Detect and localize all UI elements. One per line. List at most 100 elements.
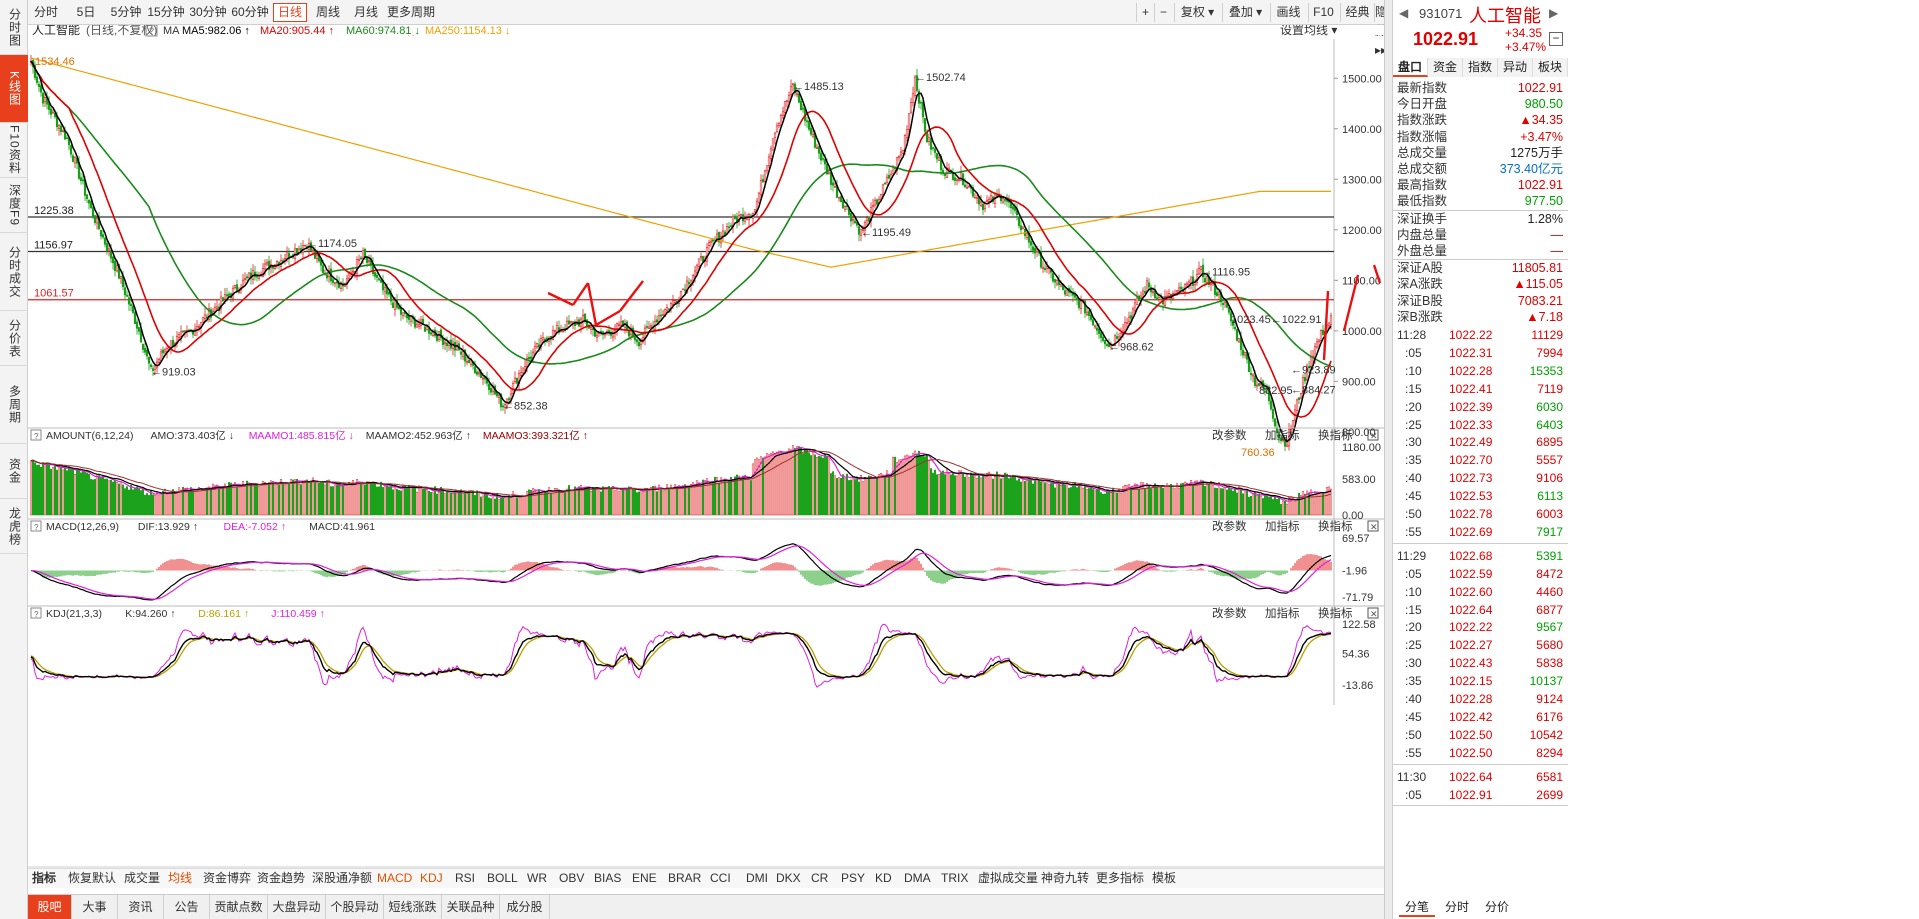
add-indicator-button[interactable]: 加指标 bbox=[1265, 519, 1300, 533]
help-icon[interactable] bbox=[30, 429, 42, 441]
period-8[interactable]: 月线 bbox=[353, 5, 378, 19]
left-tab-4[interactable]: 分时成交 bbox=[0, 233, 28, 311]
change-param-button[interactable]: 改参数 bbox=[1212, 606, 1247, 620]
swap-indicator-button[interactable]: 换指标 bbox=[1318, 428, 1353, 442]
swap-indicator-button[interactable]: 换指标 bbox=[1318, 606, 1353, 620]
toolbar-btn-0[interactable]: + bbox=[1136, 3, 1154, 22]
kline-chart-area[interactable]: 人工智能 (日线,不复权)? MA MA5:982.06 ↑ MA20:905.44 ↑… bbox=[28, 25, 1384, 868]
period-6[interactable]: 日线 bbox=[273, 3, 307, 22]
toolbar-btn-4[interactable]: 画线 bbox=[1270, 3, 1306, 22]
indicator-20[interactable]: PSY bbox=[841, 871, 866, 885]
toolbar-btn-1[interactable]: − bbox=[1154, 3, 1172, 22]
indicator-4[interactable]: 资金博弈 bbox=[203, 871, 252, 885]
quote-tab-4[interactable]: 板块 bbox=[1533, 58, 1568, 77]
change-param-button[interactable]: 改参数 bbox=[1212, 428, 1247, 442]
indicator-22[interactable]: DMA bbox=[904, 871, 931, 885]
toolbar-btn-6[interactable]: 经典 bbox=[1340, 3, 1374, 22]
indicator-10[interactable]: BOLL bbox=[487, 871, 518, 885]
indicator-2[interactable]: 成交量 bbox=[124, 871, 161, 885]
help-icon[interactable] bbox=[30, 520, 42, 532]
left-tab-8[interactable]: 龙虎榜 bbox=[0, 499, 28, 554]
indicator-13[interactable]: BIAS bbox=[594, 871, 622, 885]
bottom-tab-7[interactable]: 短线涨跌 bbox=[384, 895, 442, 919]
indicator-26[interactable]: 更多指标 bbox=[1096, 871, 1145, 885]
set-ma-button[interactable]: 设置均线 ▾ bbox=[1280, 25, 1337, 37]
indicator-19[interactable]: CR bbox=[811, 871, 829, 885]
toolbar-btn-3[interactable]: 叠加 ▾ bbox=[1222, 3, 1268, 22]
bottom-tab-6[interactable]: 个股异动 bbox=[326, 895, 384, 919]
toolbar-btn-5[interactable]: F10 bbox=[1308, 3, 1338, 22]
period-9[interactable]: 更多周期 ▾● bbox=[386, 3, 436, 38]
help-icon[interactable] bbox=[30, 607, 42, 619]
candles[interactable] bbox=[29, 54, 1333, 452]
next-arrow-icon[interactable]: ▶ bbox=[1549, 6, 1559, 20]
indicator-25[interactable]: 神奇九转 bbox=[1041, 871, 1090, 885]
indicator-9[interactable]: RSI bbox=[455, 871, 476, 885]
indicator-0[interactable]: 指标 bbox=[32, 871, 57, 885]
close-icon[interactable] bbox=[1367, 520, 1379, 532]
tick-volume: 5680 bbox=[1536, 638, 1563, 653]
left-tab-5[interactable]: 分价表 bbox=[0, 311, 28, 366]
close-icon[interactable] bbox=[1367, 607, 1379, 619]
collapse-icon[interactable]: − bbox=[1549, 32, 1563, 46]
left-tab-3[interactable]: 深度F9 bbox=[0, 178, 28, 233]
indicator-12[interactable]: OBV bbox=[559, 871, 585, 885]
panel-splitter[interactable] bbox=[1384, 0, 1392, 919]
close-icon[interactable] bbox=[1367, 429, 1379, 441]
indicator-11[interactable]: WR bbox=[527, 871, 547, 885]
indicator-24[interactable]: 虚拟成交量 bbox=[978, 871, 1039, 885]
indicator-18[interactable]: DKX bbox=[776, 871, 801, 885]
period-5[interactable]: 60分钟 bbox=[231, 5, 269, 19]
left-tab-6[interactable]: 多周期 bbox=[0, 366, 28, 444]
indicator-27[interactable]: 模板 bbox=[1152, 871, 1177, 885]
indicator-5[interactable]: 资金趋势 bbox=[257, 871, 306, 885]
toolbar-btn-2[interactable]: 复权 ▾ bbox=[1174, 3, 1220, 22]
drawn-arrows[interactable] bbox=[547, 264, 1382, 361]
quote-tab-0[interactable]: 盘口 bbox=[1393, 58, 1428, 77]
indicator-6[interactable]: 深股通净额 bbox=[312, 871, 373, 885]
quote-tab-3[interactable]: 异动 bbox=[1498, 58, 1533, 77]
quote-tab-2[interactable]: 指数 bbox=[1463, 58, 1498, 77]
change-param-button[interactable]: 改参数 bbox=[1212, 519, 1247, 533]
indicator-8[interactable]: KDJ bbox=[420, 871, 443, 885]
tick-tab-2[interactable]: 分价 bbox=[1484, 900, 1509, 914]
tick-tab-0[interactable]: 分笔 bbox=[1399, 897, 1435, 917]
indicator-7[interactable]: MACD bbox=[377, 871, 413, 885]
quote-tab-1[interactable]: 资金 bbox=[1428, 58, 1463, 77]
indicator-16[interactable]: CCI bbox=[710, 871, 731, 885]
bottom-tab-5[interactable]: 大盘异动 bbox=[268, 895, 326, 919]
period-1[interactable]: 5日 bbox=[76, 5, 96, 19]
indicator-14[interactable]: ENE bbox=[632, 871, 657, 885]
bottom-tab-1[interactable]: 大事 bbox=[72, 895, 118, 919]
add-indicator-button[interactable]: 加指标 bbox=[1265, 606, 1300, 620]
period-0[interactable]: 分时 bbox=[33, 5, 58, 19]
left-tab-0[interactable]: 分时图 bbox=[0, 0, 28, 55]
indicator-17[interactable]: DMI bbox=[746, 871, 768, 885]
bottom-tab-9[interactable]: 成分股 bbox=[500, 895, 550, 919]
swap-indicator-button[interactable]: 换指标 bbox=[1318, 519, 1353, 533]
bottom-tab-8[interactable]: 关联品种 bbox=[442, 895, 500, 919]
period-3[interactable]: 15分钟 bbox=[147, 5, 185, 19]
left-tab-7[interactable]: 资金 bbox=[0, 444, 28, 499]
period-7[interactable]: 周线 bbox=[315, 5, 340, 19]
indicator-23[interactable]: TRIX bbox=[941, 871, 969, 885]
left-tab-2[interactable]: F10资料 bbox=[0, 123, 28, 178]
tick-tab-1[interactable]: 分时 bbox=[1444, 900, 1469, 914]
bottom-tab-3[interactable]: 公告 bbox=[164, 895, 210, 919]
help-icon[interactable] bbox=[145, 25, 158, 37]
bottom-tab-0[interactable]: 股吧 bbox=[28, 895, 72, 919]
add-indicator-button[interactable]: 加指标 bbox=[1265, 428, 1300, 442]
indicator-3[interactable]: 均线 bbox=[168, 871, 193, 885]
indicator-15[interactable]: BRAR bbox=[668, 871, 702, 885]
period-2[interactable]: 5分钟 bbox=[110, 5, 142, 19]
bottom-tab-4[interactable]: 贡献点数 bbox=[210, 895, 268, 919]
left-tab-1[interactable]: K线图 bbox=[0, 55, 28, 123]
macd-bars[interactable] bbox=[31, 553, 1332, 586]
amount-bars[interactable] bbox=[29, 445, 1333, 516]
bottom-tab-2[interactable]: 资讯 bbox=[118, 895, 164, 919]
indicator-1[interactable]: 恢复默认 bbox=[68, 871, 117, 885]
indicator-21[interactable]: KD bbox=[875, 871, 892, 885]
period-4[interactable]: 30分钟 bbox=[189, 5, 227, 19]
toolbar-btn-7[interactable]: 隐藏 ▸▸ bbox=[1374, 3, 1388, 57]
prev-arrow-icon[interactable]: ◀ bbox=[1399, 6, 1409, 20]
